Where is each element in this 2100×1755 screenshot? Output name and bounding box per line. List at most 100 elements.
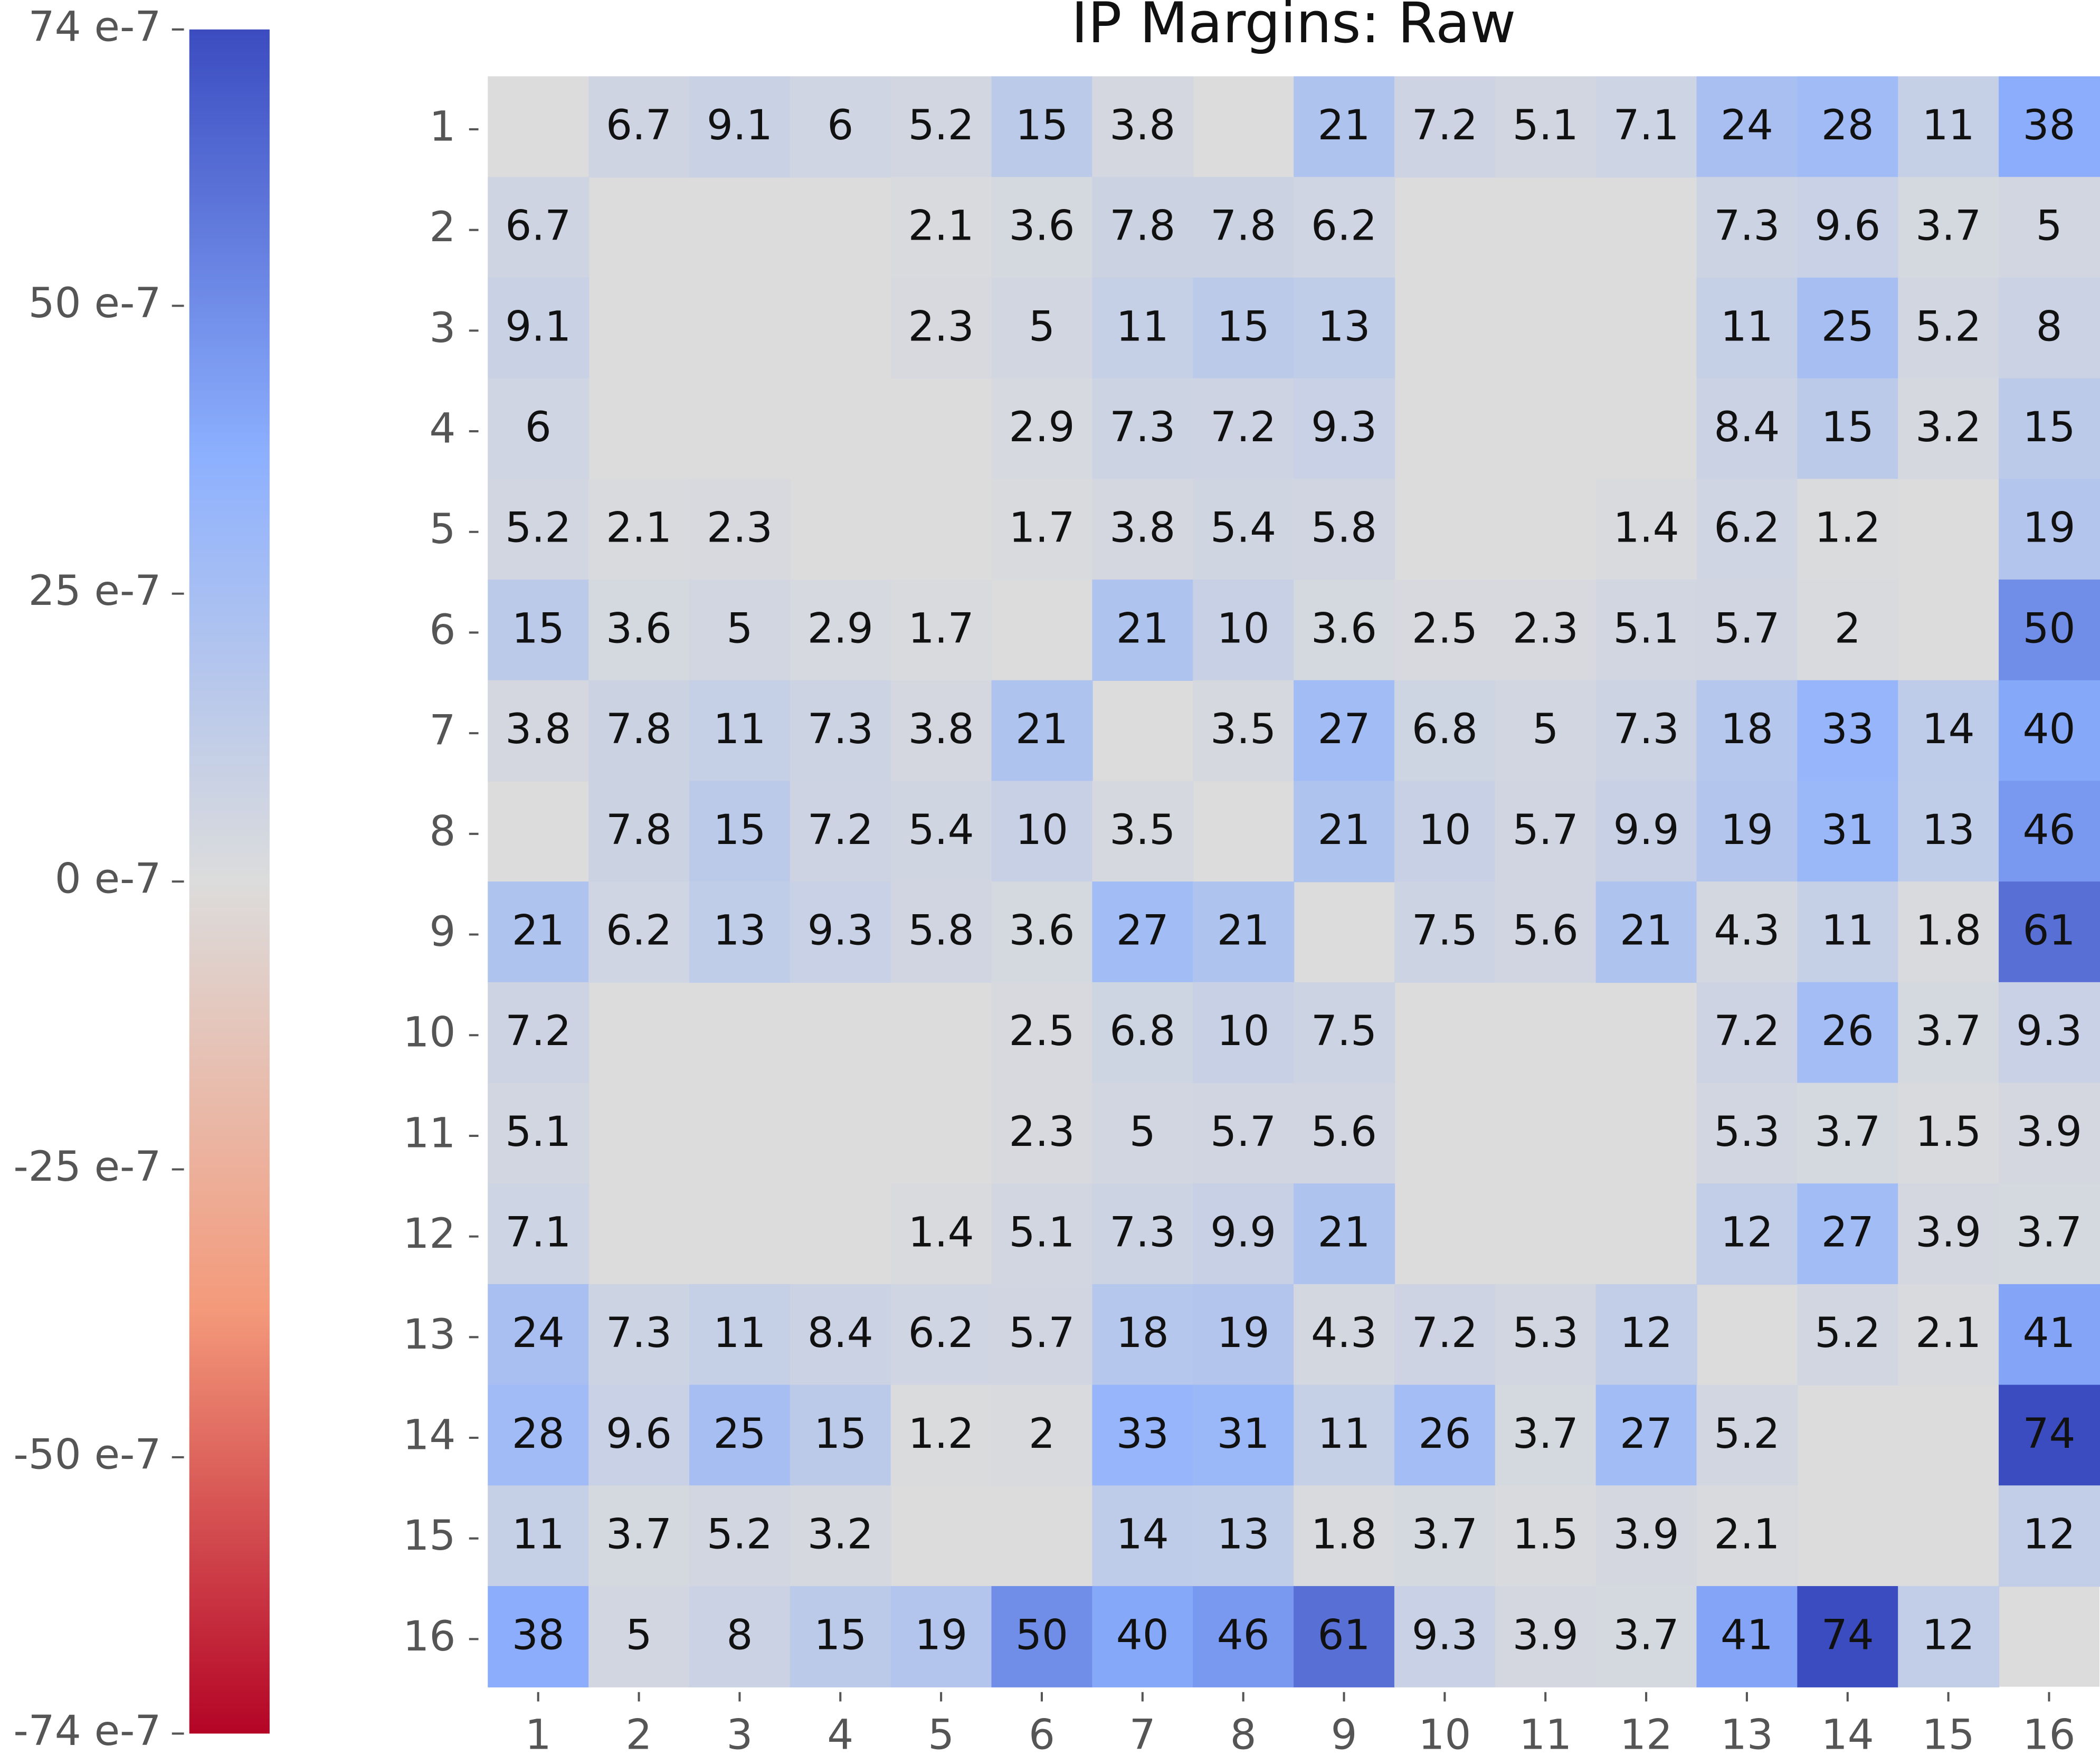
cell-label: 21 <box>1116 604 1169 652</box>
x-tick-label: 11 <box>1519 1710 1572 1755</box>
colorbar-tick-label: 50 e-7 <box>28 279 161 327</box>
y-tick-label: 15 <box>403 1511 455 1560</box>
cell <box>1495 1384 1597 1486</box>
cell-label: 8 <box>726 1610 753 1659</box>
x-tick-label: 8 <box>1230 1710 1257 1755</box>
x-tick-label: 2 <box>626 1710 652 1755</box>
cell <box>1294 177 1395 279</box>
cell <box>1394 76 1496 178</box>
cell <box>1394 781 1496 883</box>
cell <box>1898 76 2000 178</box>
cell-label: 9.1 <box>505 302 571 350</box>
cell-label: 2.3 <box>1009 1107 1075 1156</box>
cell-label: 12 <box>1922 1610 1975 1659</box>
cell <box>1193 580 1295 681</box>
cell-label: 2.1 <box>1915 1308 1981 1357</box>
cell-label: 74 <box>1821 1610 1874 1659</box>
cell-label: 3.2 <box>1915 403 1981 451</box>
cell-label: 21 <box>1620 906 1673 954</box>
cell <box>1294 781 1395 883</box>
cell-label: 13 <box>1318 302 1371 350</box>
cell-label: 2.9 <box>807 604 873 652</box>
cell <box>890 1586 992 1687</box>
cell <box>1999 881 2100 983</box>
x-tick-label: 13 <box>1721 1710 1773 1755</box>
cell-label: 5 <box>2036 202 2062 250</box>
cell-label: 3.7 <box>1613 1610 1679 1659</box>
cell-label: 9.9 <box>1613 805 1679 854</box>
cell <box>1898 378 2000 480</box>
cell-label: 24 <box>512 1308 565 1357</box>
cell <box>991 76 1093 178</box>
cell-label: 61 <box>1318 1610 1371 1659</box>
cell-label: 3.2 <box>807 1510 873 1559</box>
cell-label: 7.2 <box>1210 403 1276 451</box>
cell <box>1595 781 1697 883</box>
cell-label: 2.3 <box>908 302 974 350</box>
cell-label: 3.7 <box>1915 1007 1981 1055</box>
cell <box>1092 479 1194 581</box>
cell <box>488 1586 590 1687</box>
y-tick-label: 6 <box>429 605 455 654</box>
cell <box>991 982 1093 1084</box>
cell <box>1696 479 1798 581</box>
cell-label: 8.4 <box>807 1308 873 1357</box>
cell-label: 3.7 <box>1915 202 1981 250</box>
colorbar-tick-label: -25 e-7 <box>13 1142 161 1191</box>
cell-label: 3.7 <box>1513 1409 1579 1458</box>
cell-label: 7.8 <box>1109 202 1175 250</box>
colorbar-tick-label: 74 e-7 <box>28 2 161 51</box>
cell <box>1193 982 1295 1084</box>
cell <box>1595 1284 1697 1386</box>
cell <box>1092 1384 1194 1486</box>
cell-label: 3.8 <box>908 705 974 753</box>
cell <box>1193 1485 1295 1587</box>
cell-label: 74 <box>2022 1409 2075 1458</box>
cell-label: 19 <box>1217 1308 1270 1357</box>
cell-label: 3.6 <box>1009 202 1075 250</box>
x-tick-label: 6 <box>1029 1710 1055 1755</box>
cell-label: 5 <box>1129 1107 1156 1156</box>
cell <box>588 781 690 883</box>
cell <box>1294 378 1395 480</box>
colorbar-tick-label: -74 e-7 <box>13 1706 161 1755</box>
cell <box>890 680 992 782</box>
cell-label: 7.2 <box>1412 1308 1478 1357</box>
cell <box>488 378 590 480</box>
cell-label: 3.9 <box>1513 1610 1579 1659</box>
cell <box>588 580 690 681</box>
cell-label: 2.5 <box>1009 1007 1075 1055</box>
cell-label: 9.3 <box>1311 403 1377 451</box>
cell <box>488 277 590 379</box>
chart-title: IP Margins: Raw <box>1071 0 1516 56</box>
cell <box>1696 781 1798 883</box>
cell-label: 21 <box>512 906 565 954</box>
cell <box>1092 1284 1194 1386</box>
cell <box>1394 680 1496 782</box>
cell <box>991 1384 1093 1486</box>
cell-label: 6.2 <box>606 906 672 954</box>
cell-label: 10 <box>1217 1007 1270 1055</box>
cell <box>1394 1485 1496 1587</box>
cell <box>1294 277 1395 379</box>
cell-label: 5 <box>1532 705 1559 753</box>
cell-label: 3.8 <box>505 705 571 753</box>
y-tick-label: 11 <box>403 1108 455 1157</box>
cell-label: 5.8 <box>1311 504 1377 552</box>
cell-label: 3.8 <box>1109 504 1175 552</box>
cell <box>1092 781 1194 883</box>
cell-label: 7.2 <box>1412 101 1478 149</box>
cell-label: 46 <box>1217 1610 1270 1659</box>
cell-label: 2.1 <box>606 504 672 552</box>
y-tick-label: 16 <box>403 1612 455 1661</box>
cell-label: 15 <box>814 1610 867 1659</box>
cell-label: 3.7 <box>1412 1510 1478 1559</box>
x-tick-label: 3 <box>726 1710 753 1755</box>
cell <box>1595 479 1697 581</box>
cell <box>1999 1485 2100 1587</box>
cell-label: 6.7 <box>505 202 571 250</box>
cell-label: 3.6 <box>1311 604 1377 652</box>
cell <box>1595 680 1697 782</box>
cell-label: 5.7 <box>1210 1107 1276 1156</box>
cell-label: 38 <box>2022 101 2075 149</box>
